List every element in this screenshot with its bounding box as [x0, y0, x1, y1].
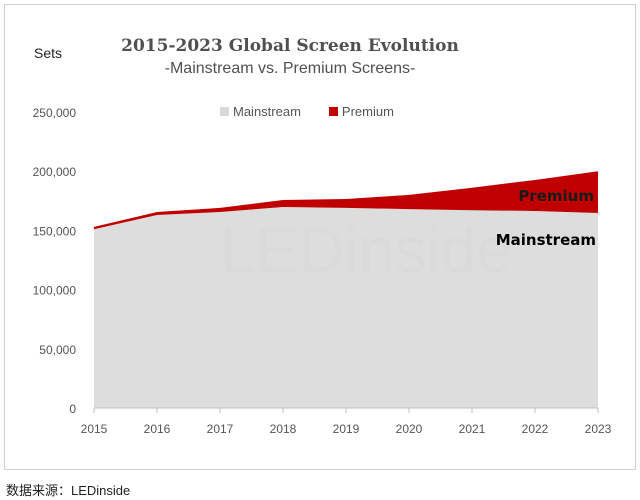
x-tick-label: 2023	[585, 422, 612, 436]
x-tick-label: 2019	[333, 422, 360, 436]
y-tick-label: 200,000	[33, 165, 77, 179]
chart-subtitle: -Mainstream vs. Premium Screens-	[164, 60, 416, 77]
x-tick-label: 2022	[522, 422, 549, 436]
y-tick-label: 0	[69, 402, 76, 416]
area-premium	[94, 171, 598, 230]
x-tick-label: 2015	[81, 422, 108, 436]
y-axis-label: Sets	[34, 45, 63, 61]
y-tick-label: 250,000	[33, 106, 77, 120]
legend-item-premium: Premium	[328, 104, 394, 119]
x-tick-label: 2017	[207, 422, 234, 436]
annotation-premium: Premium	[518, 187, 594, 205]
chart-frame	[4, 4, 636, 470]
x-tick-label: 2021	[459, 422, 486, 436]
y-tick-label: 50,000	[39, 343, 76, 357]
x-tick-label: 2016	[144, 422, 171, 436]
legend: Mainstream Premium	[220, 104, 394, 119]
source-footer: 数据来源：LEDinside	[6, 483, 131, 498]
area-mainstream	[94, 206, 598, 408]
x-tick-label: 2020	[396, 422, 423, 436]
legend-item-mainstream: Mainstream	[220, 104, 301, 119]
y-tick-label: 100,000	[33, 284, 77, 298]
y-tick-label: 150,000	[33, 224, 77, 238]
x-tick-label: 2018	[270, 422, 297, 436]
annotation-mainstream: Mainstream	[496, 231, 596, 249]
chart-title: 2015-2023 Global Screen Evolution	[121, 36, 459, 56]
